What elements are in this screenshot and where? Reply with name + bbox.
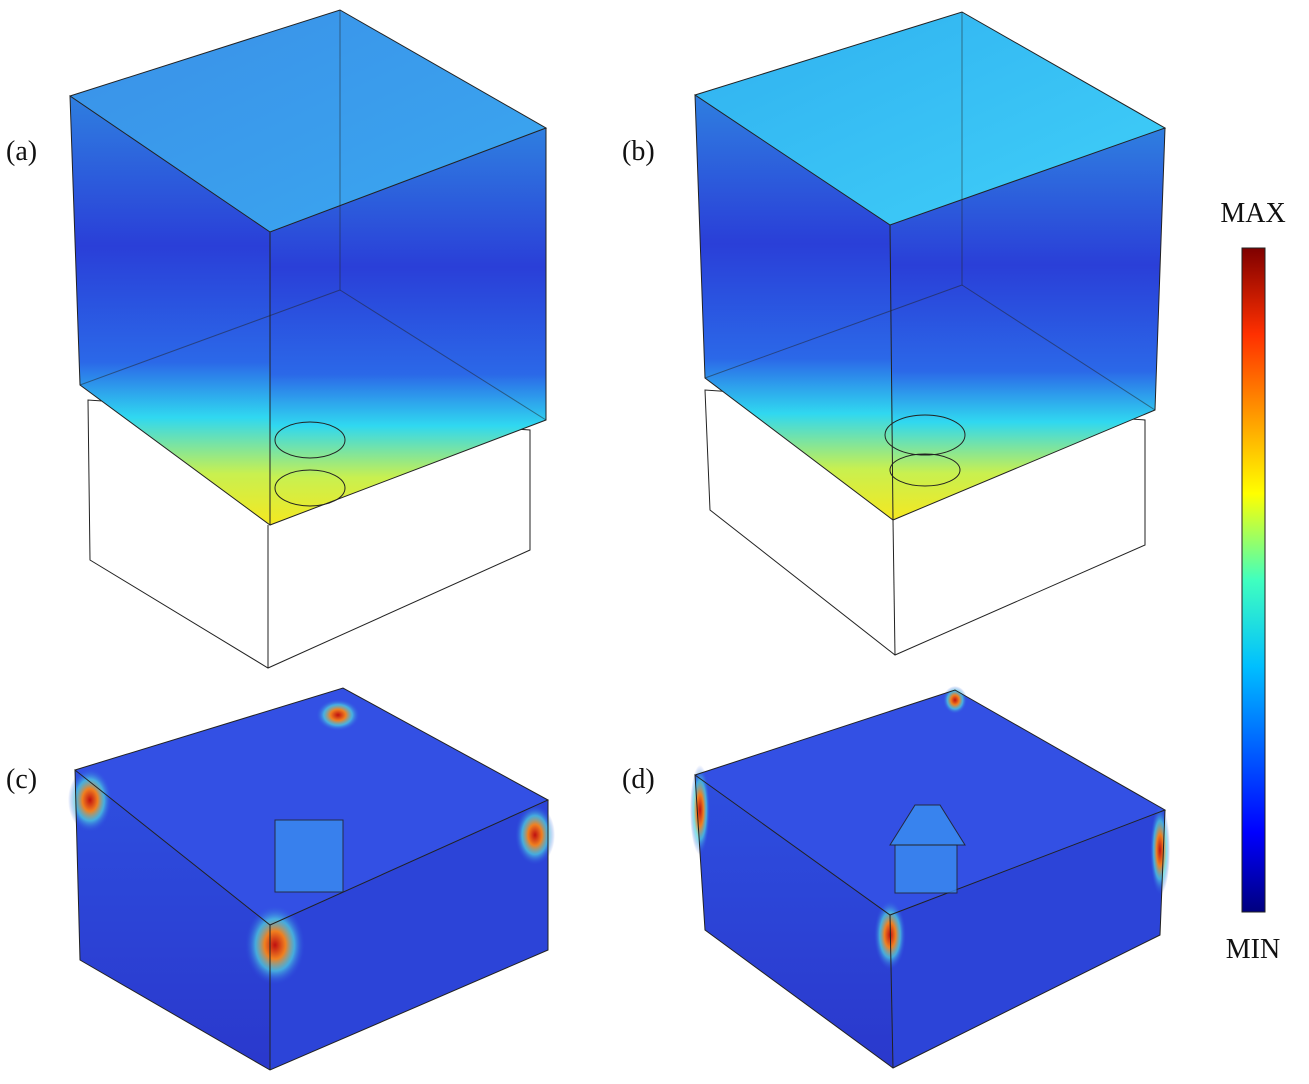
frame-edge [892,519,896,656]
colorbar: MAX MIN [1220,198,1285,965]
cylinder [274,469,346,507]
cube-edges [694,689,1167,1069]
right-face [270,800,548,1070]
hot-spot [515,805,555,865]
cube-edges [69,9,548,526]
hot-spot [1150,805,1170,895]
cone [889,804,966,846]
hot-spot [68,768,112,832]
hot-spot [690,765,710,855]
cube-edge [889,914,894,1069]
panel-a: (a) [6,9,548,669]
cube-edges [74,687,550,1071]
right-face [270,128,546,525]
panel-label: (d) [622,764,655,795]
left-face [695,775,893,1068]
cylinder [894,844,958,894]
cylinder [274,819,344,893]
panel-c: (c) [6,687,555,1071]
right-face [890,128,1165,520]
panel-d: (d) [622,686,1170,1069]
colorbar-max-label: MAX [1220,198,1285,229]
colorbar-gradient [1241,247,1266,913]
right-face [890,810,1165,1068]
panel-label: (a) [6,136,37,167]
colorbar-min-label: MIN [1226,934,1280,965]
cylinder [884,414,966,456]
cube-edges [694,11,1167,521]
hot-spot [316,699,360,731]
panel-label: (b) [622,136,655,167]
cube-edge [889,224,894,521]
cylinder [889,453,961,487]
hot-spot [245,905,305,985]
hidden-edge [961,284,1156,411]
top-face [695,12,1165,225]
hidden-edge [339,289,547,421]
cylinder [274,421,346,459]
left-face [75,770,270,1070]
top-face [75,688,548,925]
left-face [695,95,893,520]
panel-b: (b) [622,11,1167,656]
panel-label: (c) [6,764,37,795]
left-face [70,96,270,525]
